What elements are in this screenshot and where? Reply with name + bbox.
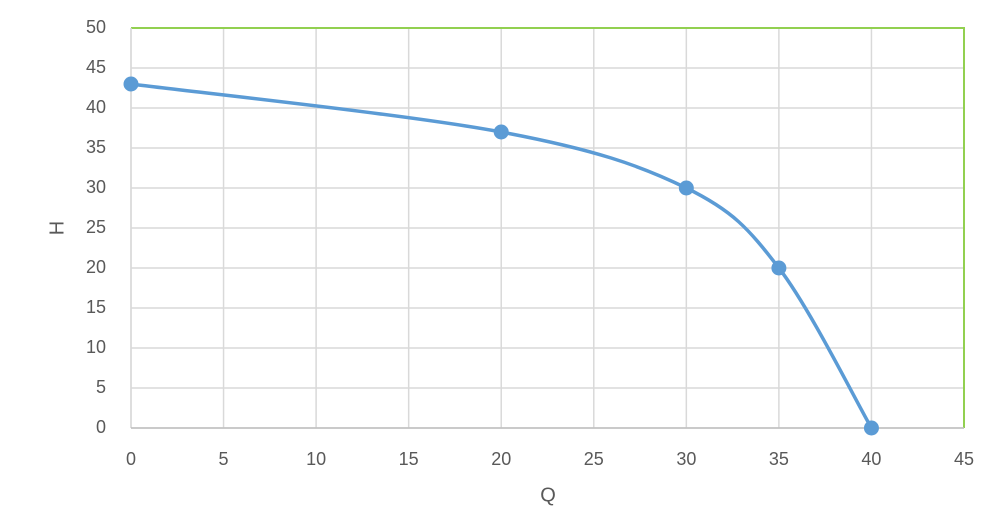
- x-tick-label: 45: [954, 449, 974, 469]
- y-tick-label: 30: [86, 177, 106, 197]
- x-tick-label: 40: [861, 449, 881, 469]
- plot-border: [131, 27, 965, 428]
- point: [771, 260, 787, 276]
- y-tick-label: 15: [86, 297, 106, 317]
- x-tick-label: 0: [126, 449, 136, 469]
- x-tick-label: 10: [306, 449, 326, 469]
- series-line: [130, 82, 873, 429]
- point: [678, 180, 694, 196]
- point: [123, 76, 139, 92]
- x-tick-label: 25: [584, 449, 604, 469]
- point: [493, 124, 509, 140]
- x-tick-label: 30: [676, 449, 696, 469]
- y-tick-label: 5: [96, 377, 106, 397]
- y-tick-label: 35: [86, 137, 106, 157]
- y-tick-label: 10: [86, 337, 106, 357]
- y-axis-label: H: [46, 221, 68, 235]
- x-tick-label: 35: [769, 449, 789, 469]
- y-tick-label: 20: [86, 257, 106, 277]
- x-tick-label: 15: [399, 449, 419, 469]
- x-tick-label: 5: [219, 449, 229, 469]
- y-tick-label: 50: [86, 17, 106, 37]
- y-tick-label: 40: [86, 97, 106, 117]
- y-tick-label: 45: [86, 57, 106, 77]
- y-tick-label: 0: [96, 417, 106, 437]
- x-tick-label: 20: [491, 449, 511, 469]
- point: [863, 420, 879, 436]
- x-axis-label: Q: [540, 484, 556, 506]
- y-tick-label: 25: [86, 217, 106, 237]
